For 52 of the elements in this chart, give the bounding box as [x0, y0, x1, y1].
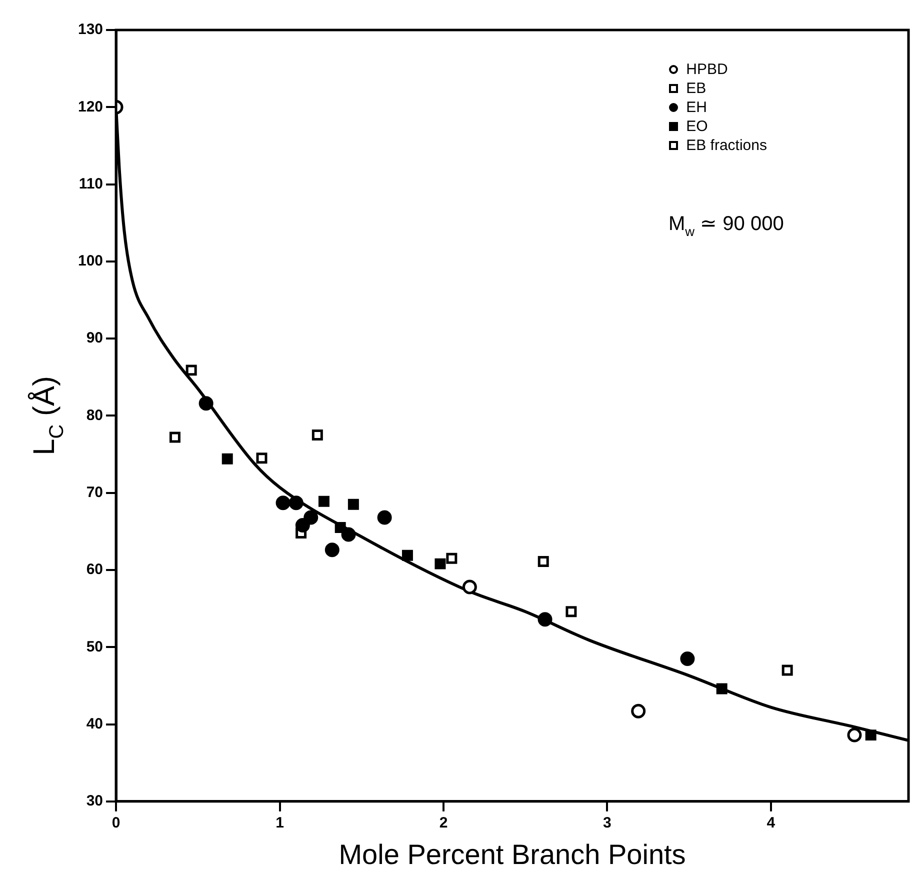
y-tick-label: 110	[78, 175, 104, 192]
y-tick-label: 50	[86, 638, 104, 656]
point	[288, 496, 304, 510]
x-tick-label: 2	[439, 814, 448, 832]
x-tick-label: 0	[112, 814, 120, 832]
point	[276, 496, 290, 510]
legend-label: EO	[686, 117, 708, 136]
x-tick-label: 4	[766, 814, 776, 832]
y-tick-label: 30	[86, 792, 104, 810]
point	[782, 664, 793, 676]
y-tick-label: 40	[86, 715, 104, 732]
point	[256, 452, 268, 464]
point	[462, 580, 477, 594]
y-tick-label: 100	[78, 252, 104, 270]
point	[566, 606, 577, 618]
point	[631, 704, 646, 718]
point	[680, 651, 695, 666]
point	[334, 522, 346, 534]
y-tick-label: 90	[86, 330, 104, 347]
point	[318, 496, 330, 507]
point	[538, 612, 552, 627]
point	[538, 556, 549, 567]
legend-label: EB fractions	[686, 136, 767, 155]
y-axis-title: LC (Å)	[27, 376, 68, 456]
y-tick-label: 130	[78, 21, 104, 38]
point	[348, 498, 359, 510]
y-tick-label: 70	[86, 484, 104, 501]
point	[377, 510, 392, 525]
point	[341, 527, 356, 542]
point	[402, 550, 413, 561]
legend-label: EB	[686, 79, 706, 98]
point	[169, 432, 180, 443]
point	[222, 453, 233, 464]
point	[446, 552, 458, 564]
point	[198, 396, 214, 411]
point	[847, 728, 862, 742]
x-tick-label: 3	[603, 814, 612, 832]
x-axis-title: Mole Percent Branch Points	[338, 838, 686, 870]
point	[295, 518, 310, 532]
legend-label: EH	[686, 98, 707, 117]
point	[716, 683, 728, 694]
x-tick-label: 1	[276, 814, 284, 832]
point	[865, 730, 876, 741]
y-tick-label: 120	[78, 98, 104, 116]
point	[304, 510, 318, 525]
point	[434, 558, 446, 570]
y-tick-label: 60	[86, 561, 104, 578]
point	[186, 364, 197, 376]
legend-label: HPBD	[686, 60, 728, 79]
point	[324, 542, 340, 558]
point	[312, 429, 323, 440]
y-tick-label: 80	[86, 406, 104, 424]
